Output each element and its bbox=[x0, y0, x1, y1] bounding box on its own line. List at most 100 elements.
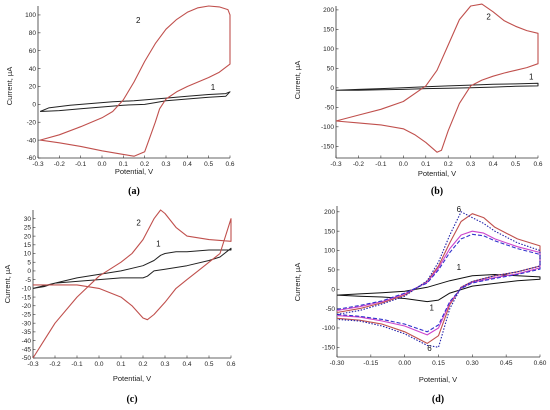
x-tick-label: 0.3 bbox=[466, 161, 475, 168]
x-tick-label: 0.5 bbox=[204, 161, 213, 168]
x-axis-label-d: Potential, V bbox=[419, 375, 457, 384]
series-line-d-3 bbox=[336, 230, 541, 336]
y-tick-label: 50 bbox=[328, 267, 336, 274]
x-tick-label: 0.6 bbox=[226, 361, 235, 368]
series-line-b-2 bbox=[335, 3, 539, 153]
y-axis-label-c: Current, µA bbox=[3, 265, 12, 304]
y-tick-label: 60 bbox=[29, 48, 37, 55]
y-tick-label: -150 bbox=[321, 144, 334, 151]
y-tick-label: -60 bbox=[27, 155, 37, 162]
x-tick-label: 0.0 bbox=[97, 161, 106, 168]
y-tick-label: 0 bbox=[32, 102, 36, 109]
chart-panel-b: (b) Potential, V Current, µA -0.3 -0.2 -0.… bbox=[293, 3, 543, 197]
x-tick-label: 0.4 bbox=[489, 161, 498, 168]
x-tick-label: 0.60 bbox=[534, 360, 547, 367]
curve-label-c: 2 bbox=[136, 219, 141, 228]
x-tick-label: 0.1 bbox=[421, 161, 430, 168]
x-tick-label: 0.2 bbox=[140, 161, 149, 168]
x-tick-label: -0.2 bbox=[54, 161, 66, 168]
y-tick-label: 25 bbox=[24, 225, 32, 232]
y-tick-label: -20 bbox=[22, 303, 32, 310]
y-tick-label: 20 bbox=[24, 233, 32, 240]
x-tick-label: 0.2 bbox=[444, 161, 453, 168]
panel-label-b: (b) bbox=[431, 186, 443, 197]
x-tick-label: -0.15 bbox=[363, 360, 378, 367]
y-axis-label-d: Current, µA bbox=[293, 263, 302, 302]
y-tick-label: 10 bbox=[24, 251, 32, 258]
y-tick-label: -50 bbox=[325, 105, 335, 112]
y-tick-label: 150 bbox=[323, 27, 334, 34]
series-line-a-2 bbox=[39, 5, 231, 157]
y-tick-label: -40 bbox=[22, 338, 32, 345]
curve-label-d: 6 bbox=[457, 205, 462, 214]
y-tick-label: 80 bbox=[29, 30, 37, 37]
y-tick-label: 0 bbox=[330, 85, 334, 92]
x-tick-label: 0.15 bbox=[432, 360, 445, 367]
x-tick-label: 0.5 bbox=[511, 161, 520, 168]
x-tick-label: -0.1 bbox=[375, 161, 387, 168]
y-tick-label: 40 bbox=[29, 66, 37, 73]
x-tick-label: 0.1 bbox=[116, 361, 125, 368]
y-tick-label: -100 bbox=[321, 124, 334, 131]
y-tick-label: -15 bbox=[22, 294, 32, 301]
series-line-b-1 bbox=[335, 82, 539, 91]
series-line-c-2 bbox=[32, 209, 232, 359]
y-tick-label: 100 bbox=[25, 12, 36, 19]
x-tick-label: 0.00 bbox=[398, 360, 411, 367]
x-tick-label: 0.2 bbox=[138, 361, 147, 368]
x-tick-label: 0.0 bbox=[399, 161, 408, 168]
x-tick-label: 0.1 bbox=[119, 161, 128, 168]
y-tick-label: -5 bbox=[25, 277, 31, 284]
x-tick-label: 0.4 bbox=[182, 361, 191, 368]
x-axis-label-a: Potential, V bbox=[115, 167, 153, 176]
panel-label-c: (c) bbox=[126, 394, 137, 405]
y-tick-label: 50 bbox=[327, 66, 335, 73]
y-tick-label: -150 bbox=[322, 345, 335, 352]
y-tick-label: 0 bbox=[331, 286, 335, 293]
y-tick-label: -100 bbox=[322, 325, 335, 332]
x-tick-label: -0.2 bbox=[353, 161, 365, 168]
x-axis-label-b: Potential, V bbox=[418, 169, 456, 178]
y-tick-label: 0 bbox=[27, 268, 31, 275]
x-tick-label: 0.5 bbox=[204, 361, 213, 368]
y-tick-label: 30 bbox=[24, 216, 32, 223]
x-tick-label: -0.1 bbox=[75, 161, 87, 168]
x-tick-label: 0.6 bbox=[225, 161, 234, 168]
y-tick-label: 200 bbox=[323, 7, 334, 14]
panel-label-a: (a) bbox=[128, 186, 140, 197]
x-tick-label: 0.45 bbox=[500, 360, 513, 367]
y-tick-label: 20 bbox=[29, 84, 37, 91]
series-line-d-4 bbox=[336, 233, 541, 333]
x-tick-label: -0.30 bbox=[330, 360, 345, 367]
y-axis-label-b: Current, µA bbox=[293, 61, 302, 100]
y-tick-label: -50 bbox=[22, 355, 32, 362]
curve-label-b: 1 bbox=[529, 72, 534, 81]
y-tick-label: 5 bbox=[27, 259, 31, 266]
y-tick-label: -50 bbox=[326, 306, 336, 313]
series-line-d-1 bbox=[336, 274, 541, 303]
x-tick-label: 0.30 bbox=[466, 360, 479, 367]
chart-panel-a: (a) Potential, V Current, µA -0.3 -0.2 -0.… bbox=[5, 5, 235, 197]
y-tick-label: -20 bbox=[27, 119, 37, 126]
series-line-d-5 bbox=[336, 211, 541, 348]
curve-label-c: 1 bbox=[156, 240, 161, 249]
x-tick-label: 0.3 bbox=[161, 161, 170, 168]
x-tick-label: 0.0 bbox=[94, 361, 103, 368]
series-line-a-1 bbox=[39, 91, 231, 112]
curve-label-d: 6 bbox=[427, 344, 432, 353]
series-line-c-1 bbox=[32, 247, 232, 289]
x-tick-label: 0.3 bbox=[160, 361, 169, 368]
curve-label-a: 2 bbox=[136, 16, 141, 25]
chart-panel-c: (c) Potential, V Current, µA -0.3 -0.2 -0.… bbox=[3, 209, 236, 405]
x-tick-label: -0.1 bbox=[71, 361, 83, 368]
x-tick-label: 0.4 bbox=[183, 161, 192, 168]
curve-label-b: 2 bbox=[486, 13, 491, 22]
y-tick-label: 150 bbox=[324, 228, 335, 235]
y-tick-label: 200 bbox=[324, 209, 335, 216]
series-line-d-2 bbox=[336, 213, 541, 344]
y-tick-label: -40 bbox=[27, 137, 37, 144]
y-tick-label: -10 bbox=[22, 286, 32, 293]
y-tick-label: 15 bbox=[24, 242, 32, 249]
y-tick-label: 100 bbox=[324, 248, 335, 255]
